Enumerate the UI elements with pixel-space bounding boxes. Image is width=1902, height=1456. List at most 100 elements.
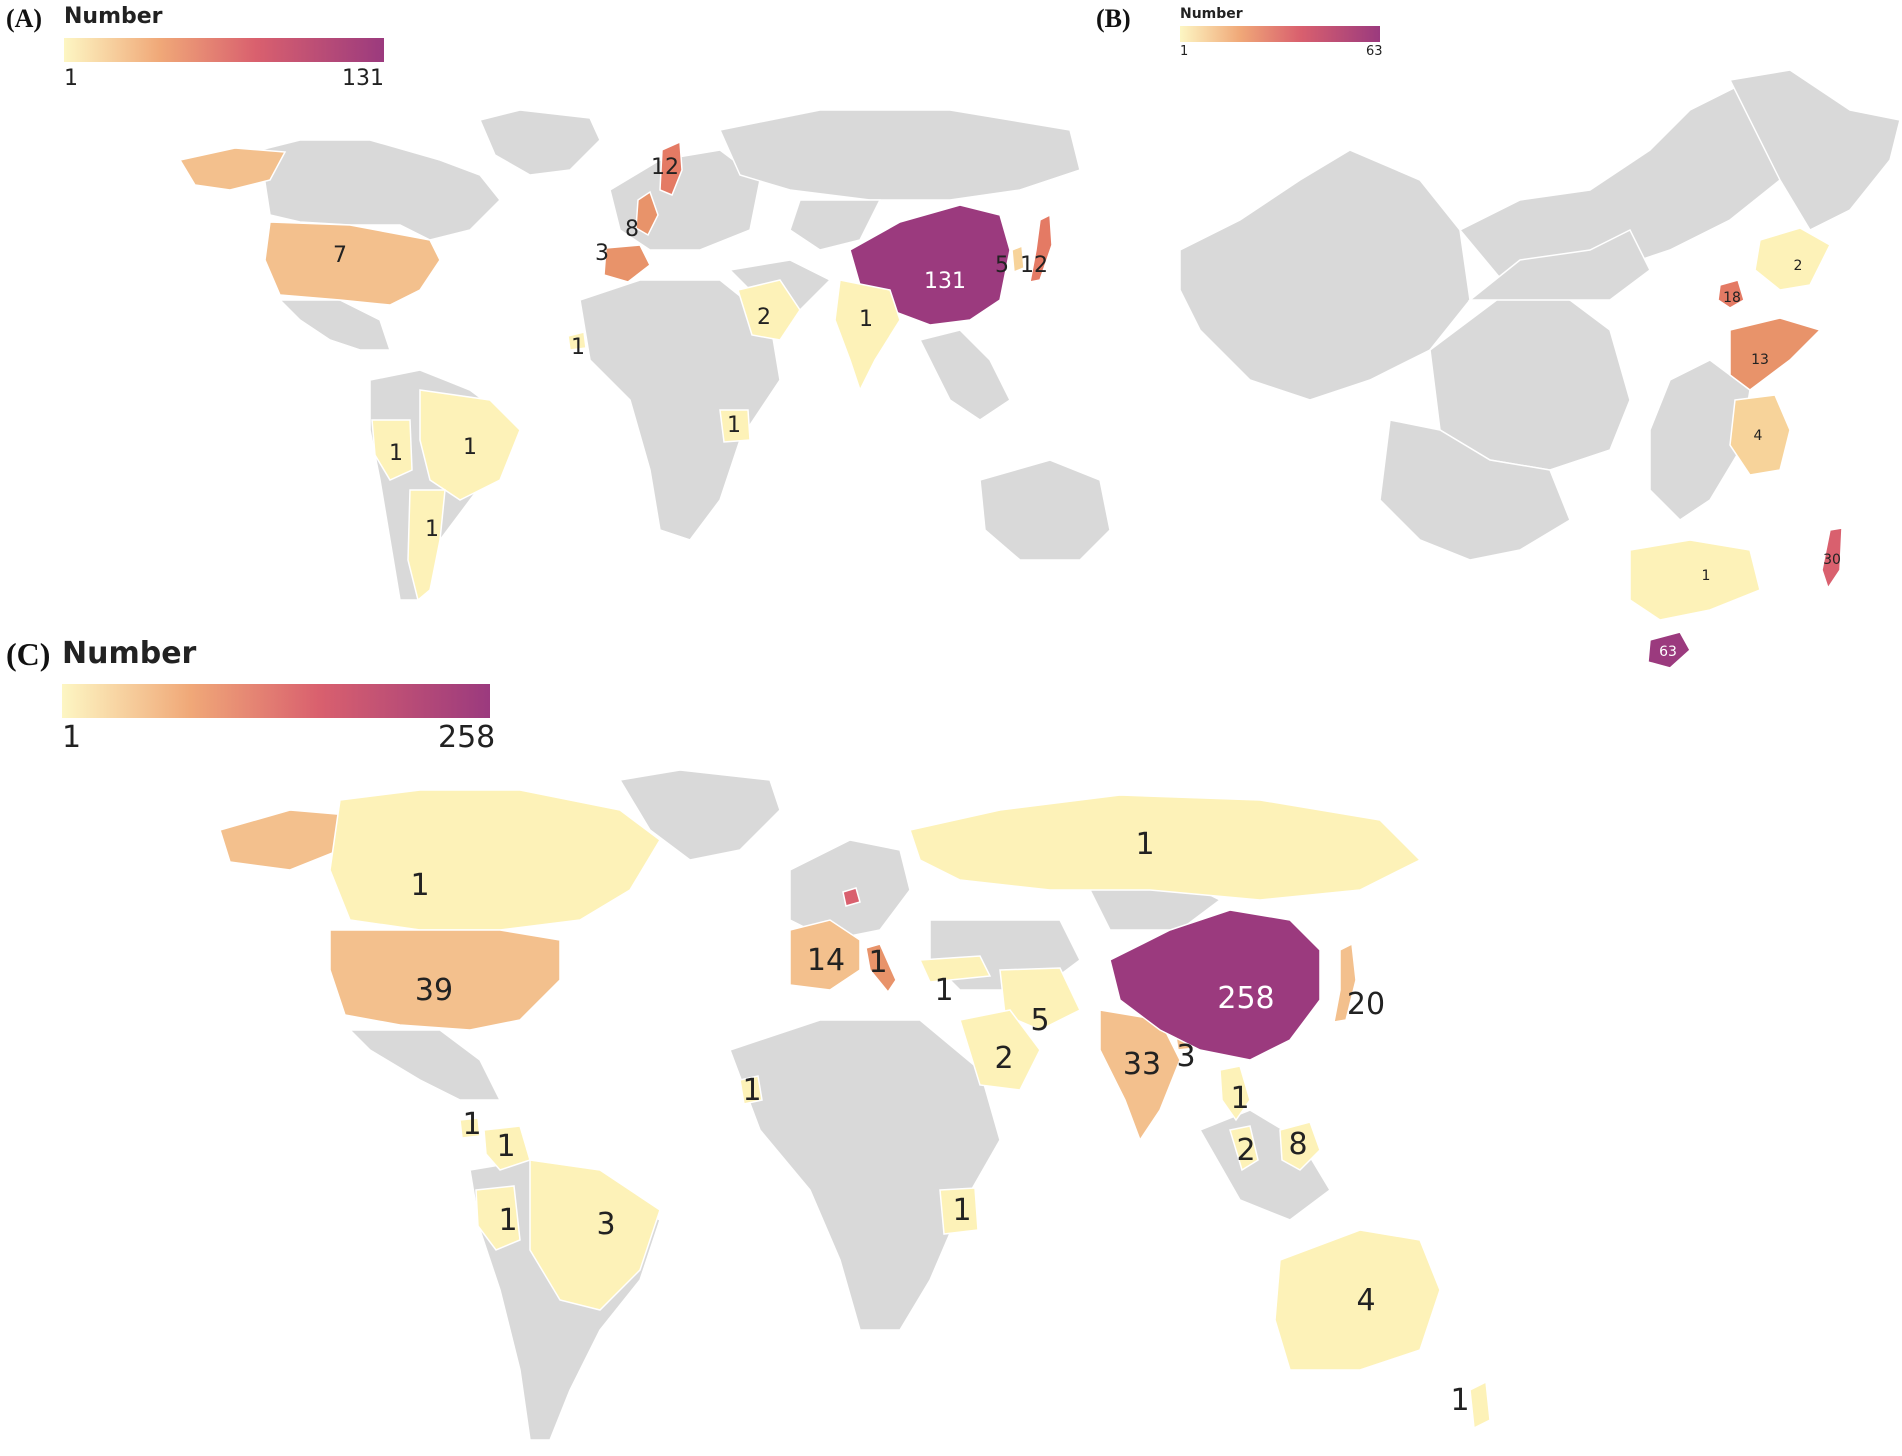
label-thailand-c: 1 (1230, 1081, 1249, 1116)
label-malaysia-c: 2 (1236, 1133, 1255, 1168)
panel-label-b: (B) (1096, 4, 1131, 33)
brazil-c (529, 1159, 661, 1311)
label-saudi-a: 2 (757, 305, 771, 330)
label-canada-c: 1 (410, 868, 429, 903)
china-south-b (1379, 419, 1571, 561)
label-tanzania-a: 1 (727, 413, 741, 438)
label-china-a: 131 (924, 269, 966, 294)
legend-min-c: 1 (62, 720, 82, 755)
saudi-c (959, 1009, 1041, 1091)
china-map-b: 2 18 13 4 1 30 63 (1179, 69, 1901, 669)
legend-bar-b (1180, 26, 1380, 42)
shandong-b (1729, 317, 1822, 391)
label-liaoning-b: 2 (1794, 258, 1803, 274)
senegal-c (739, 1075, 763, 1105)
legend-bar-c (62, 684, 490, 718)
label-saudi-c: 2 (994, 1041, 1013, 1076)
uk-a (635, 190, 659, 237)
panel-b: (B) Number 1 63 2 18 13 4 1 (1090, 0, 1902, 680)
legend-title-a: Number (64, 4, 163, 29)
argentina-a (407, 489, 446, 602)
panama-c (459, 1117, 481, 1139)
italy-c (865, 943, 897, 994)
panel-a: (A) Number 1 131 (0, 0, 1130, 620)
world-map-a: 7 8 3 12 131 5 12 2 1 1 1 1 1 1 (178, 109, 1111, 602)
label-panama-c: 1 (462, 1107, 481, 1142)
peru-c (475, 1185, 521, 1251)
label-china-c: 258 (1217, 981, 1274, 1016)
thailand-c (1219, 1065, 1251, 1122)
label-iran-c: 5 (1030, 1003, 1049, 1038)
label-shandong-b: 13 (1751, 352, 1769, 368)
usa-c (329, 929, 561, 1031)
china-c (1109, 909, 1321, 1061)
label-korea-a: 5 (995, 253, 1009, 278)
central-asia-a (789, 199, 882, 251)
label-argentina-a: 1 (425, 517, 439, 542)
label-borneo-c: 8 (1288, 1127, 1307, 1162)
label-europe-c: 14 (807, 943, 845, 978)
label-norway-a: 12 (651, 155, 679, 180)
label-brazil-c: 3 (596, 1207, 615, 1242)
label-peru-a: 1 (389, 441, 403, 466)
africa-a (579, 279, 781, 541)
label-turkey-c: 1 (934, 973, 953, 1008)
russia-c (909, 794, 1422, 901)
china-northeast-b (1728, 69, 1901, 231)
turkey-c (918, 955, 992, 983)
label-australia-c: 4 (1356, 1283, 1375, 1318)
hainan-b (1647, 631, 1691, 669)
label-bangladesh-c: 3 (1176, 1039, 1195, 1074)
japan-a (1029, 213, 1053, 283)
australia-a (979, 459, 1111, 561)
label-peru-c: 1 (498, 1203, 517, 1238)
korea-a (1011, 244, 1025, 274)
label-newzealand-c: 1 (1450, 1383, 1469, 1418)
anhui-b (1729, 394, 1791, 476)
canada-a (259, 139, 502, 241)
australia-c (1274, 1229, 1441, 1371)
usa-a (264, 221, 441, 306)
label-beijing-b: 18 (1723, 290, 1741, 306)
legend-title-c: Number (62, 636, 197, 671)
legend-min-b: 1 (1180, 44, 1189, 59)
label-india-a: 1 (859, 307, 873, 332)
senegal-a (567, 331, 587, 351)
spain-a (603, 244, 651, 283)
label-senegal-a: 1 (571, 335, 585, 360)
guangdong-b (1629, 539, 1761, 621)
label-senegal-c: 1 (742, 1073, 761, 1108)
china-west-b (1179, 149, 1471, 401)
tanzania-a (719, 409, 751, 443)
borneo-c (1279, 1121, 1321, 1171)
japan-c (1333, 942, 1357, 1023)
label-spain-a: 3 (595, 241, 609, 266)
africa-c (729, 1019, 1001, 1331)
label-guangdong-b: 1 (1702, 568, 1711, 584)
se-asia-a (918, 329, 1011, 421)
panel-label-a: (A) (6, 4, 43, 33)
mexico-c (348, 1029, 502, 1101)
legend-max-c: 258 (438, 720, 496, 755)
tanzania-c (939, 1187, 979, 1235)
brazil-a (419, 389, 521, 501)
canada-c (329, 789, 661, 931)
label-anhui-b: 4 (1754, 428, 1763, 444)
legend-title-b: Number (1180, 6, 1243, 22)
label-japan-a: 12 (1020, 253, 1048, 278)
iran-c (999, 967, 1081, 1031)
label-usa-c: 39 (415, 973, 453, 1008)
legend-max-a: 131 (342, 66, 384, 91)
label-russia-c: 1 (1135, 827, 1154, 862)
greenland-c (618, 769, 781, 861)
china-east-b (1649, 359, 1751, 521)
taiwan-b (1821, 527, 1843, 590)
label-hainan-b: 63 (1659, 644, 1677, 660)
peru-a (371, 419, 413, 481)
russia-a (718, 109, 1081, 201)
label-tanzania-c: 1 (952, 1193, 971, 1228)
world-map-c: 1 39 1 14 1 1 5 2 33 3 258 20 1 2 8 1 1 … (219, 769, 1491, 1441)
malaysia-c (1229, 1125, 1259, 1172)
label-colombia-c: 1 (496, 1129, 515, 1164)
mexico-a (278, 299, 392, 351)
